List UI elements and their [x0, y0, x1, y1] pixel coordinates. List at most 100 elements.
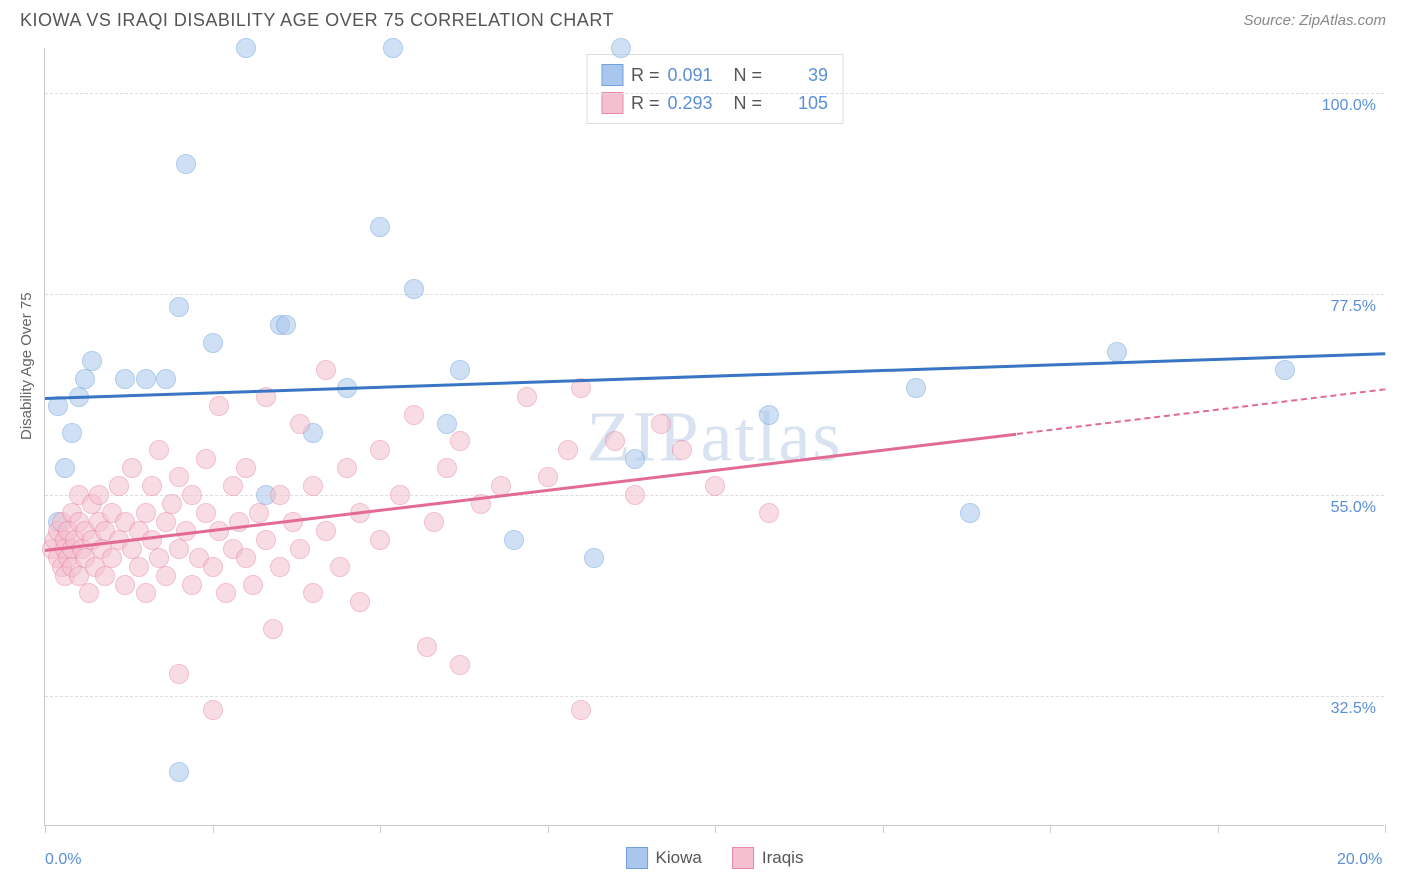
- scatter-point: [450, 360, 470, 380]
- scatter-point: [605, 431, 625, 451]
- scatter-point: [203, 333, 223, 353]
- scatter-point: [136, 583, 156, 603]
- scatter-point: [672, 440, 692, 460]
- scatter-point: [571, 700, 591, 720]
- watermark-text: ZIPatlas: [587, 395, 843, 478]
- scatter-point: [249, 503, 269, 523]
- scatter-point: [209, 396, 229, 416]
- scatter-point: [82, 351, 102, 371]
- scatter-point: [450, 655, 470, 675]
- scatter-point: [62, 423, 82, 443]
- scatter-point: [404, 405, 424, 425]
- scatter-point: [136, 369, 156, 389]
- legend-r-label: R =: [631, 61, 660, 89]
- scatter-point: [182, 575, 202, 595]
- y-tick-label: 100.0%: [1322, 71, 1376, 115]
- legend-swatch: [601, 92, 623, 114]
- scatter-point: [316, 521, 336, 541]
- scatter-point: [156, 369, 176, 389]
- scatter-point: [651, 414, 671, 434]
- gridline: [45, 294, 1384, 295]
- scatter-point: [149, 440, 169, 460]
- scatter-point: [584, 548, 604, 568]
- legend-r-value: 0.091: [668, 61, 726, 89]
- scatter-point: [370, 217, 390, 237]
- legend-n-label: N =: [734, 61, 763, 89]
- scatter-point: [276, 315, 296, 335]
- scatter-point: [350, 592, 370, 612]
- scatter-point: [256, 530, 276, 550]
- x-tick: [380, 825, 381, 833]
- scatter-point: [759, 405, 779, 425]
- series-legend-label: Iraqis: [762, 848, 804, 868]
- scatter-point: [236, 458, 256, 478]
- x-tick: [548, 825, 549, 833]
- scatter-point: [95, 566, 115, 586]
- y-tick-label: 77.5%: [1331, 272, 1376, 316]
- scatter-point: [960, 503, 980, 523]
- x-tick: [883, 825, 884, 833]
- scatter-point: [450, 431, 470, 451]
- scatter-point: [169, 664, 189, 684]
- scatter-point: [169, 467, 189, 487]
- scatter-point: [270, 485, 290, 505]
- legend-swatch: [732, 847, 754, 869]
- scatter-point: [176, 154, 196, 174]
- x-tick: [1385, 825, 1386, 833]
- scatter-point: [558, 440, 578, 460]
- source-label: Source: ZipAtlas.com: [1243, 12, 1386, 29]
- scatter-point: [330, 557, 350, 577]
- scatter-point: [236, 548, 256, 568]
- scatter-point: [129, 557, 149, 577]
- scatter-point: [162, 494, 182, 514]
- scatter-point: [390, 485, 410, 505]
- gridline: [45, 696, 1384, 697]
- scatter-point: [303, 476, 323, 496]
- x-tick: [1218, 825, 1219, 833]
- scatter-point: [263, 619, 283, 639]
- scatter-point: [625, 485, 645, 505]
- scatter-point: [290, 539, 310, 559]
- scatter-point: [316, 360, 336, 380]
- scatter-point: [383, 38, 403, 58]
- series-legend: Kiowa Iraqis: [626, 847, 804, 869]
- scatter-point: [504, 530, 524, 550]
- x-tick: [45, 825, 46, 833]
- scatter-point: [517, 387, 537, 407]
- scatter-point: [538, 467, 558, 487]
- scatter-point: [417, 637, 437, 657]
- scatter-point: [115, 575, 135, 595]
- legend-swatch: [626, 847, 648, 869]
- scatter-point: [169, 297, 189, 317]
- correlation-legend: R =0.091N =39R =0.293N =105: [586, 54, 843, 124]
- scatter-point: [437, 414, 457, 434]
- legend-swatch: [601, 64, 623, 86]
- scatter-point: [102, 548, 122, 568]
- scatter-point: [203, 700, 223, 720]
- scatter-point: [182, 485, 202, 505]
- scatter-point: [203, 557, 223, 577]
- scatter-point: [1107, 342, 1127, 362]
- scatter-point: [122, 458, 142, 478]
- chart-title: KIOWA VS IRAQI DISABILITY AGE OVER 75 CO…: [20, 10, 614, 31]
- x-tick: [715, 825, 716, 833]
- scatter-point: [156, 566, 176, 586]
- scatter-point: [115, 369, 135, 389]
- scatter-point: [216, 583, 236, 603]
- scatter-point: [625, 449, 645, 469]
- scatter-point: [55, 458, 75, 478]
- scatter-point: [705, 476, 725, 496]
- scatter-point: [136, 503, 156, 523]
- scatter-point: [270, 557, 290, 577]
- series-legend-label: Kiowa: [656, 848, 702, 868]
- scatter-point: [1275, 360, 1295, 380]
- scatter-point: [906, 378, 926, 398]
- trend-line: [45, 352, 1385, 400]
- scatter-point: [79, 583, 99, 603]
- scatter-point: [437, 458, 457, 478]
- scatter-point: [759, 503, 779, 523]
- scatter-point: [303, 583, 323, 603]
- scatter-point: [611, 38, 631, 58]
- legend-row: R =0.091N =39: [601, 61, 828, 89]
- scatter-point: [196, 449, 216, 469]
